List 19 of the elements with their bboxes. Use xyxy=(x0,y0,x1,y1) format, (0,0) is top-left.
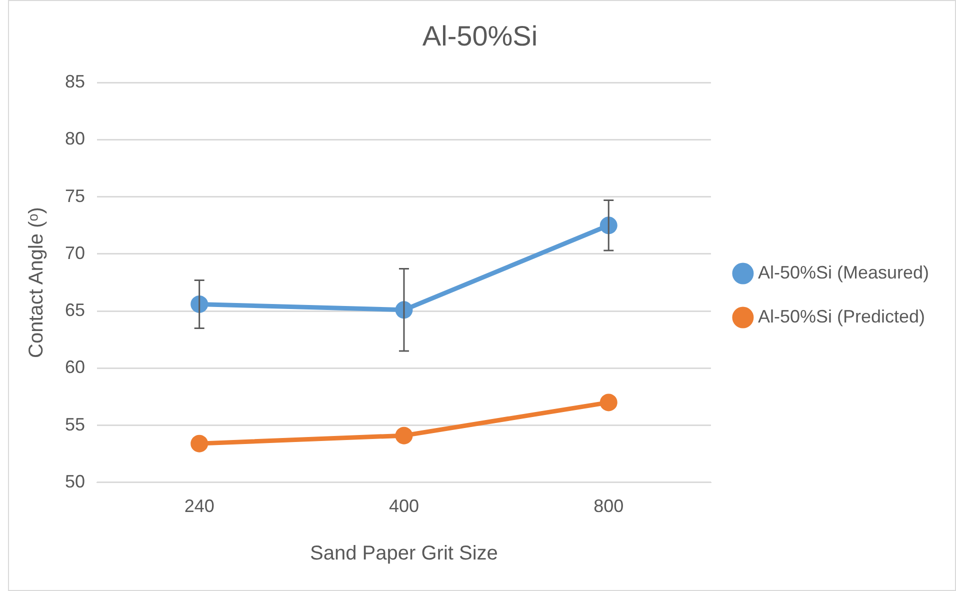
x-tick-label: 800 xyxy=(594,496,624,516)
legend-label: Al-50%Si (Predicted) xyxy=(758,306,925,326)
y-tick-label: 50 xyxy=(64,471,86,492)
y-tick-label: 55 xyxy=(64,414,86,434)
point xyxy=(600,394,618,412)
x-axis-title: Sand Paper Grit Size xyxy=(310,542,498,565)
y-tick-label: 60 xyxy=(64,357,86,378)
y-tick-label: 75 xyxy=(64,186,86,206)
y-tick-label: 65 xyxy=(64,300,86,320)
chart-title: Al-50%Si xyxy=(422,20,538,52)
y-axis-title: Contact Angle (ᵒ) xyxy=(26,207,48,358)
y-tick-label: 80 xyxy=(64,128,86,149)
x-tick-label: 240 xyxy=(184,496,214,516)
point xyxy=(395,426,413,444)
y-tick-label: 85 xyxy=(64,72,86,92)
legend-label: Al-50%Si (Measured) xyxy=(758,262,929,282)
x-tick-label: 400 xyxy=(388,496,420,516)
point xyxy=(190,434,208,452)
y-tick-label: 70 xyxy=(64,242,86,263)
